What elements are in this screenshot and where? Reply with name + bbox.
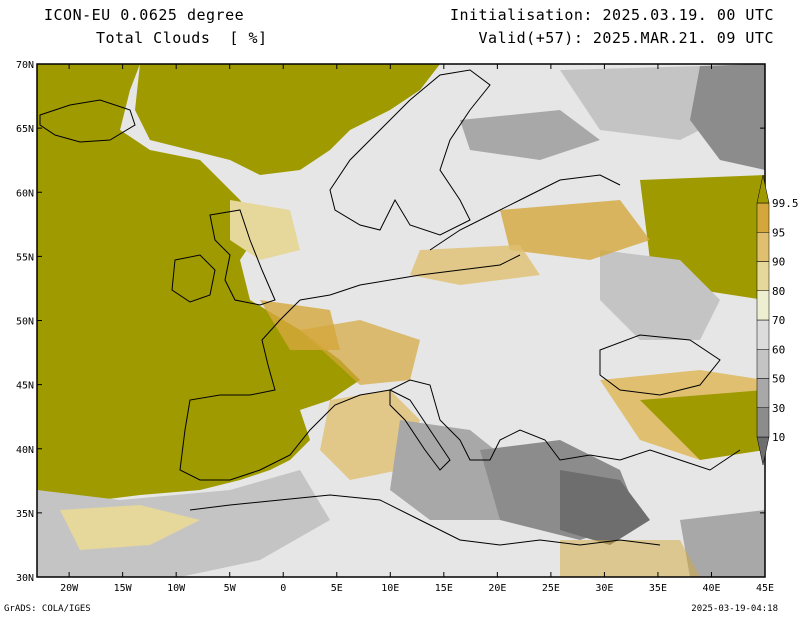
- lon-tick-label: 0: [280, 583, 286, 594]
- lon-tick-label: 15E: [435, 583, 453, 594]
- lon-tick-label: 35E: [649, 583, 667, 594]
- lat-tick-label: 65N: [16, 124, 34, 135]
- colorbar-label: 99.5: [772, 197, 799, 210]
- init-time: Initialisation: 2025.03.19. 00 UTC: [449, 6, 774, 24]
- colorbar-segment: [756, 319, 770, 350]
- longitude-ticks: 20W 15W 10W 5W 0 5E 10E 15E 20E 25E 30E 35E 40E 45E: [60, 64, 774, 594]
- lon-tick-label: 15W: [114, 583, 133, 594]
- colorbar-segment: [756, 202, 770, 233]
- coastlines: [39, 69, 741, 546]
- render-timestamp: 2025-03-19-04:18: [691, 604, 778, 614]
- lat-tick-label: 60N: [16, 188, 34, 199]
- colorbar-label: 50: [772, 373, 785, 386]
- colorbar-label: 90: [772, 256, 785, 269]
- latitude-ticks: 70N 65N 60N 55N 50N 45N 40N 35N 30N: [16, 60, 765, 584]
- lon-tick-label: 20W: [60, 583, 79, 594]
- colorbar-segment: [756, 407, 770, 438]
- colorbar: 10 30 50 60 70 80 90 95 99.5: [756, 174, 799, 466]
- colorbar-segment: [756, 349, 770, 379]
- lon-tick-label: 5W: [224, 583, 237, 594]
- colorbar-segment: [756, 261, 770, 291]
- lat-tick-label: 50N: [16, 317, 34, 328]
- lat-tick-label: 40N: [16, 445, 34, 456]
- lon-tick-label: 45E: [756, 583, 774, 594]
- colorbar-label: 60: [772, 343, 785, 356]
- lon-tick-label: 10E: [381, 583, 399, 594]
- lon-tick-label: 25E: [542, 583, 560, 594]
- lon-tick-label: 20E: [488, 583, 506, 594]
- lon-tick-label: 10W: [167, 583, 186, 594]
- model-title: ICON-EU 0.0625 degree: [44, 6, 245, 24]
- lat-tick-label: 45N: [16, 381, 34, 392]
- colorbar-label: 70: [772, 314, 785, 327]
- lat-tick-label: 30N: [16, 573, 34, 584]
- field-title: Total Clouds [ %]: [96, 29, 268, 47]
- grads-credit: GrADS: COLA/IGES: [4, 604, 91, 614]
- colorbar-segment: [756, 232, 770, 262]
- lat-tick-label: 35N: [16, 509, 34, 520]
- valid-time: Valid(+57): 2025.MAR.21. 09 UTC: [478, 29, 774, 47]
- lat-tick-label: 70N: [16, 60, 34, 71]
- lat-tick-label: 55N: [16, 252, 34, 263]
- colorbar-label: 95: [772, 226, 785, 239]
- lon-tick-label: 30E: [595, 583, 613, 594]
- colorbar-segment: [756, 378, 770, 408]
- colorbar-label: 10: [772, 431, 785, 444]
- colorbar-label: 80: [772, 285, 785, 298]
- colorbar-high-triangle: [756, 174, 770, 204]
- colorbar-segment: [756, 290, 770, 321]
- lon-tick-label: 40E: [702, 583, 720, 594]
- map-field: [37, 64, 765, 577]
- colorbar-label: 30: [772, 402, 785, 415]
- lon-tick-label: 5E: [331, 583, 343, 594]
- cloud-texture: [37, 64, 765, 577]
